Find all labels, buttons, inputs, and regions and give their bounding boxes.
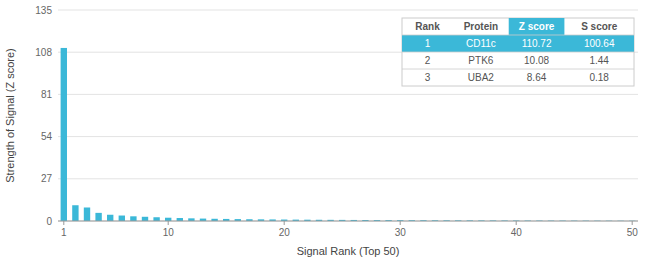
- table-cell: 8.64: [527, 72, 547, 83]
- grid-line: [58, 221, 638, 222]
- bar: [130, 216, 136, 221]
- y-axis-label: Strength of Signal (Z score): [4, 48, 16, 183]
- table-cell: 10.08: [524, 55, 549, 66]
- x-tick-label: 40: [511, 227, 523, 238]
- table-header: Z score: [519, 21, 555, 32]
- table-cell: 3: [425, 72, 431, 83]
- table-header: Rank: [415, 21, 440, 32]
- table: Rank Protein Z score S score 1 CD11c 110.72 100…: [402, 18, 634, 86]
- table-cell: 0.18: [589, 72, 609, 83]
- table-cell: UBA2: [468, 72, 495, 83]
- table-cell: 1.44: [589, 55, 609, 66]
- x-tick: [284, 221, 285, 225]
- table-cell: 1: [425, 38, 431, 49]
- bar: [153, 217, 159, 221]
- table-separator: [402, 52, 634, 53]
- y-tick-label: 135: [35, 5, 52, 16]
- table-header: S score: [581, 21, 618, 32]
- x-tick-label: 10: [163, 227, 175, 238]
- table-cell: 100.64: [584, 38, 615, 49]
- table-background: [402, 18, 634, 86]
- y-tick-label: 27: [41, 173, 53, 184]
- table-separator: [402, 69, 634, 70]
- chart: 0 27 54 81 108 135 1 10 20 30 40 50 Signal Rank (Top…: [0, 0, 650, 261]
- x-axis-line: [58, 221, 638, 222]
- table-row-highlight: [402, 35, 634, 52]
- bar: [142, 217, 148, 221]
- x-tick-label: 30: [395, 227, 407, 238]
- bar: [119, 216, 125, 221]
- grid: [58, 10, 638, 221]
- table-cell: PTK6: [468, 55, 493, 66]
- table-header-highlight: [509, 18, 565, 35]
- x-tick: [168, 221, 169, 225]
- table-separator: [402, 35, 634, 36]
- table-header: Protein: [464, 21, 498, 32]
- bar: [95, 213, 101, 221]
- x-tick: [632, 221, 633, 225]
- x-tick: [516, 221, 517, 225]
- grid-line: [58, 94, 638, 95]
- bar: [84, 207, 90, 221]
- y-axis: 0 27 54 81 108 135: [35, 5, 52, 227]
- x-tick: [63, 221, 64, 225]
- x-axis-label: Signal Rank (Top 50): [297, 245, 400, 257]
- x-tick: [400, 221, 401, 225]
- grid-line: [58, 10, 638, 11]
- grid-line: [58, 178, 638, 179]
- y-tick-label: 108: [35, 47, 52, 58]
- bar: [107, 215, 113, 221]
- y-tick-label: 81: [41, 89, 53, 100]
- x-tick-label: 20: [279, 227, 291, 238]
- bar: [61, 48, 67, 221]
- table-cell: CD11c: [466, 38, 496, 49]
- table-cell: 110.72: [522, 38, 552, 49]
- x-tick-label: 50: [627, 227, 639, 238]
- x-axis: 1 10 20 30 40 50: [58, 221, 638, 238]
- x-tick-label: 1: [61, 227, 67, 238]
- y-tick-label: 54: [41, 131, 53, 142]
- grid-line: [58, 136, 638, 137]
- y-tick-label: 0: [46, 216, 52, 227]
- table-cell: 2: [425, 55, 431, 66]
- bar: [72, 205, 78, 221]
